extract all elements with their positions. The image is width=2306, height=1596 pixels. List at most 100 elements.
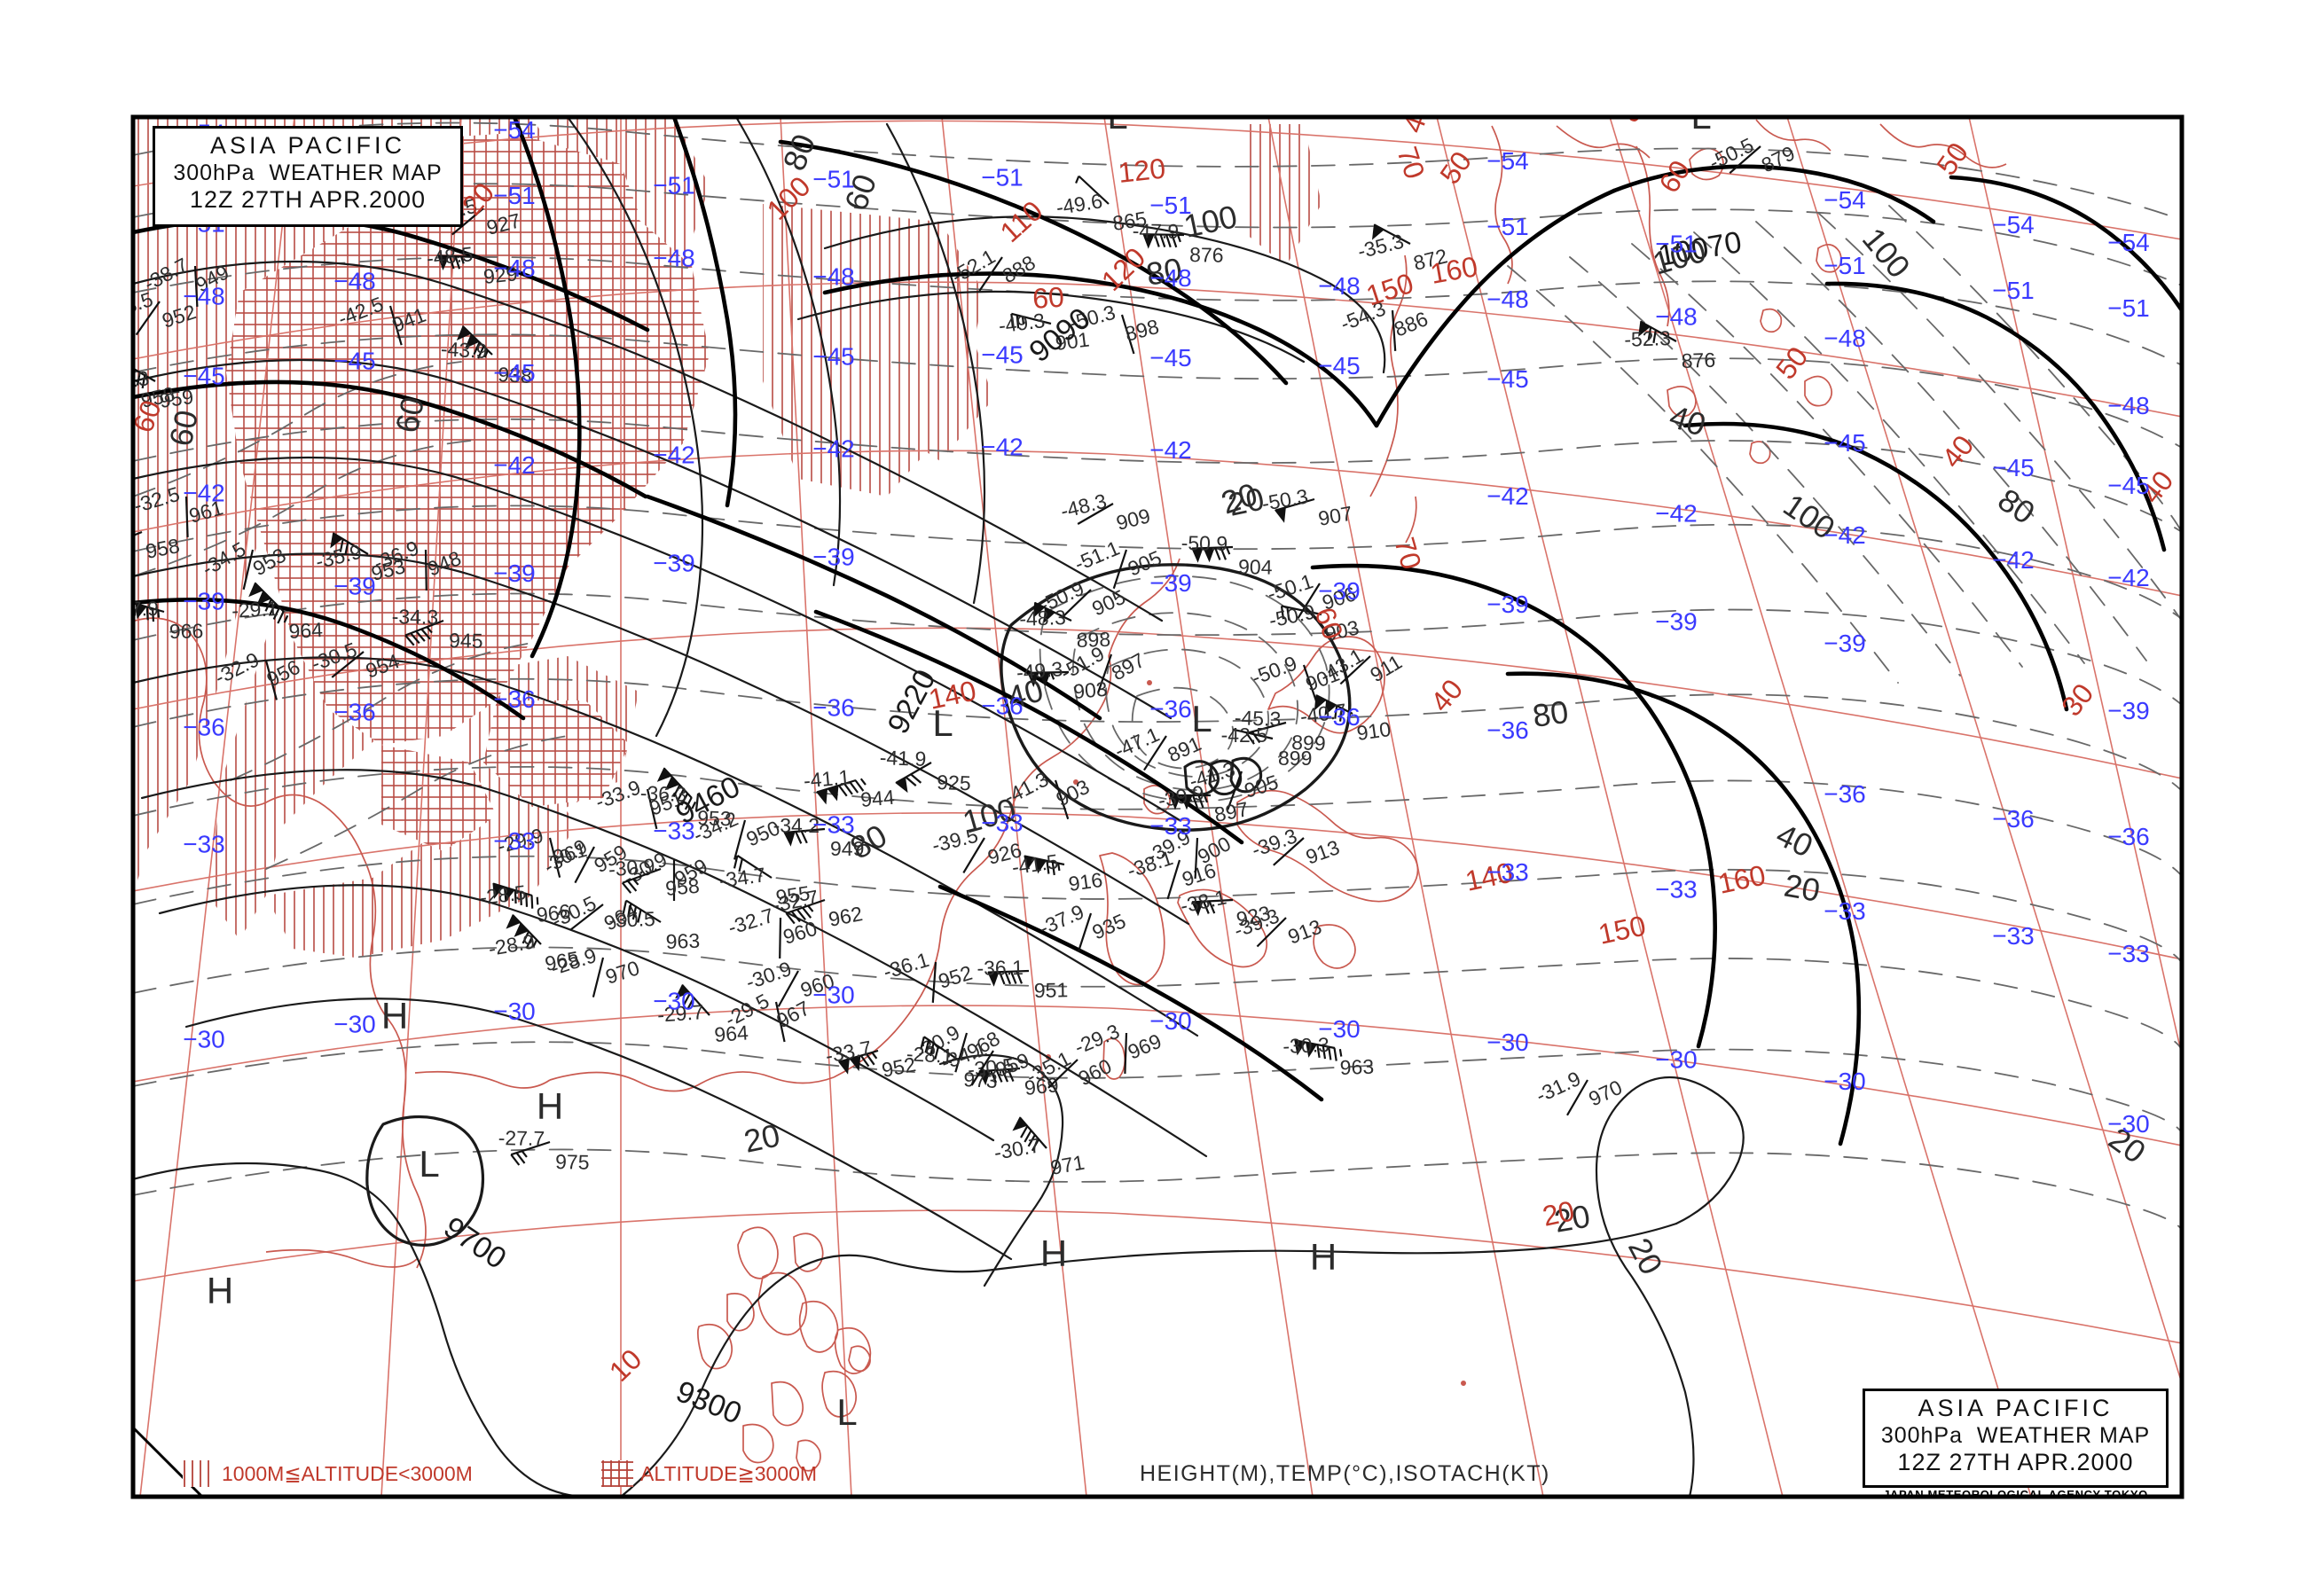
wind-barb	[451, 207, 484, 236]
isotherm-label: −36	[1992, 805, 2035, 833]
title-block-top-left: ASIA PACIFIC 300hPa WEATHER MAP 12Z 27TH…	[153, 126, 463, 227]
station-temperature: -48.3	[1019, 606, 1066, 630]
station-plot: -52.3 876	[1624, 320, 1716, 372]
title-line-3-br: 12Z 27TH APR.2000	[1897, 1449, 2134, 1476]
isotherm-label: −42	[1149, 436, 1192, 464]
isotherm-label-layer: −54−54−54−54−54−54−54−51−51−51−51−51−51−…	[183, 117, 2150, 1138]
wind-barb	[506, 914, 542, 949]
wind-barb	[970, 1050, 994, 1086]
wind-barb	[622, 899, 662, 923]
station-plot: -45.3 899	[1234, 706, 1326, 755]
high-pressure-marker: H	[207, 1270, 233, 1311]
wind-barb	[1302, 664, 1319, 704]
station-height: 876	[1189, 243, 1224, 267]
wind-barb	[193, 265, 199, 307]
isotherm-label: −36	[333, 699, 376, 726]
wind-barb	[570, 904, 604, 931]
isotherm-label: −45	[1992, 454, 2035, 481]
station-height: 899	[1278, 747, 1312, 770]
station-height: 958	[664, 874, 700, 900]
isotherm-label: −51	[653, 172, 695, 200]
station-plot: -34.3 945	[391, 605, 482, 653]
isotherm-label: −33	[1149, 812, 1192, 840]
station-temperature: -49.3	[1016, 657, 1064, 684]
station-plot: -30.3 959	[133, 360, 195, 412]
wind-barb	[548, 837, 561, 878]
station-height: 925	[937, 771, 971, 794]
wind-barb	[1032, 601, 1072, 623]
isotherm-label: −48	[812, 263, 855, 291]
isotherm-label: −33	[183, 830, 225, 857]
station-plot: -30.5 969	[967, 1053, 1060, 1099]
station-temperature: -41.9	[879, 746, 926, 771]
isotherm-label: −48	[333, 268, 376, 295]
terrain-legend: 1000M≦ALTITUDE<3000M ALTITUDE≧3000M	[131, 1459, 1196, 1501]
station-height: 975	[555, 1150, 590, 1174]
isotherm-label: −54	[1992, 211, 2035, 239]
cross-hatch-swatch	[601, 1460, 633, 1487]
station-plot: -41.1 944	[803, 765, 896, 811]
wind-barb	[510, 1140, 551, 1166]
low-pressure-marker: L	[419, 1143, 439, 1185]
wind-barb	[1232, 728, 1274, 740]
wind-barb	[456, 325, 493, 359]
isotach-label: 20	[1551, 1198, 1593, 1240]
station-temperature: -30.5	[967, 1053, 1016, 1081]
station-height: 865	[1111, 207, 1149, 235]
station-temperature: -49.3	[997, 309, 1046, 337]
graticule-lon-label: 20	[1540, 1194, 1577, 1232]
isotherm-label: −42	[1992, 546, 2035, 574]
wind-barb	[1075, 175, 1110, 205]
station-temperature: -30.9	[608, 854, 656, 880]
station-plot: -35.3 872	[1355, 223, 1449, 275]
isotherm-label: −48	[1149, 264, 1192, 292]
wind-barb	[1372, 223, 1411, 245]
wind-barb	[264, 660, 278, 700]
isotherm-label: −45	[1318, 352, 1361, 379]
low-pressure-marker: L	[1107, 95, 1127, 137]
station-temperature: -50.9	[1180, 531, 1228, 555]
isotherm-label: −45	[183, 362, 225, 389]
wind-barb	[492, 882, 539, 909]
station-height: 901	[1054, 327, 1090, 354]
station-plot: -41.9 925	[879, 746, 971, 794]
station-temperature: -47.9	[1132, 219, 1179, 243]
isotherm-label: −36	[493, 685, 536, 713]
wind-barb	[954, 1032, 969, 1073]
station-temperature: -52.3	[1624, 326, 1671, 351]
station-height: 951	[1034, 978, 1069, 1002]
isotach-label: 60	[388, 394, 431, 436]
isotherm-label: −51	[493, 182, 536, 209]
station-temperature: -32.1	[88, 517, 137, 549]
isotherm-label: −33	[1824, 897, 1866, 925]
isotherm-label: −33	[1655, 876, 1698, 904]
low-pressure-marker: L	[1191, 698, 1212, 739]
isotherm-label: −45	[981, 340, 1024, 368]
isotherm-label: −30	[1149, 1007, 1192, 1035]
wind-barb	[135, 301, 161, 336]
wind-barb	[242, 549, 255, 591]
wind-barb	[184, 496, 189, 538]
wind-barb	[1027, 670, 1070, 688]
wind-barb	[895, 762, 932, 794]
station-temperature: -30.3	[1282, 1033, 1329, 1058]
isotherm-label: −30	[1318, 1015, 1361, 1043]
station-height: 963	[1339, 1055, 1374, 1079]
wind-barb	[1012, 1116, 1047, 1152]
isotach-label: 20	[1225, 480, 1267, 522]
isotherm-label: −36	[981, 692, 1024, 719]
station-plot: -39.5 926	[929, 824, 1024, 873]
station-temperature: -42.5	[1221, 724, 1267, 747]
wind-barb	[1166, 859, 1181, 900]
station-height: 910	[1355, 717, 1392, 745]
wind-barb	[1339, 655, 1371, 685]
isotherm-label: −48	[1824, 325, 1866, 352]
isotherm-label: −42	[812, 435, 855, 463]
isotherm-label: −36	[2107, 823, 2150, 850]
isotherm-layer	[133, 121, 2182, 1232]
wind-barb	[1054, 779, 1070, 820]
terrain-shading-layer	[133, 117, 1322, 958]
isotherm-label: −45	[1149, 344, 1192, 372]
wind-barb	[330, 532, 369, 556]
wind-barb	[1169, 794, 1211, 810]
